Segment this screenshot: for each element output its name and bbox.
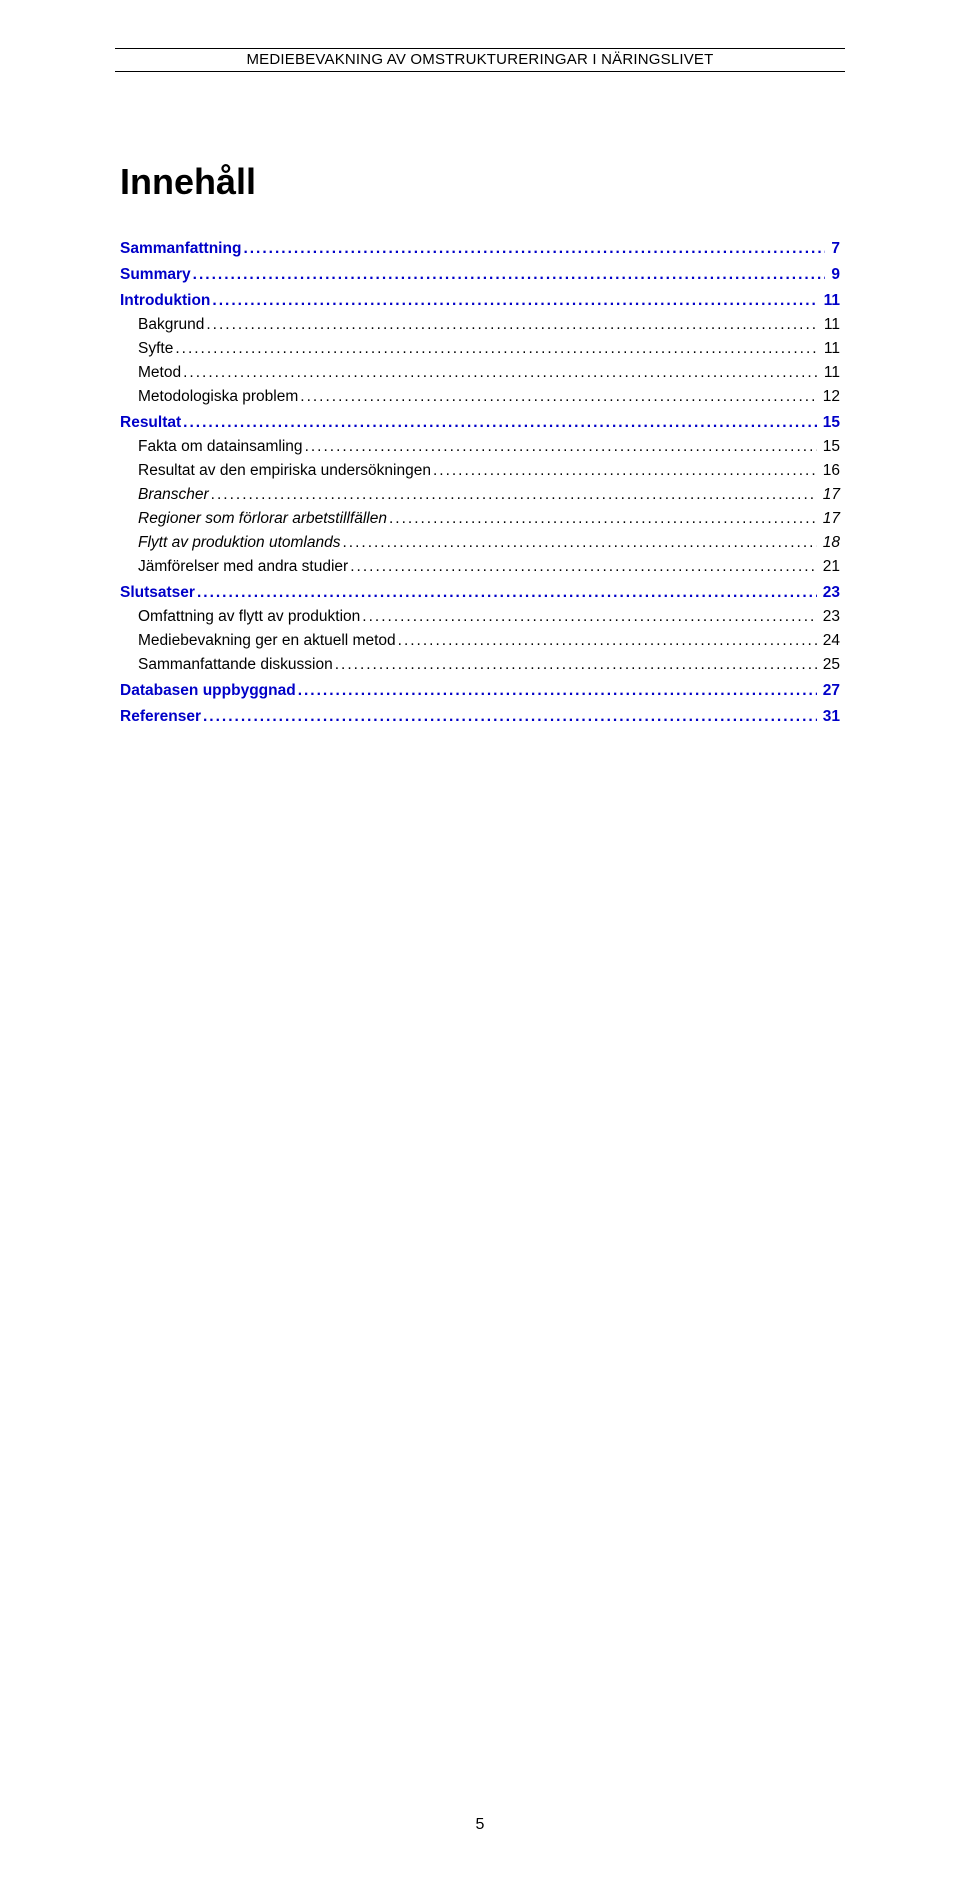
toc-label: Metod xyxy=(138,361,181,385)
toc-leader-dots xyxy=(206,313,818,337)
toc-page-number: 15 xyxy=(819,411,840,435)
toc-heading-line: Summary 9 xyxy=(120,263,840,287)
toc-page-number: 17 xyxy=(819,507,840,531)
toc-page-number: 12 xyxy=(819,385,840,409)
toc-label: Resultat xyxy=(120,411,181,435)
page-header: MEDIEBEVAKNING AV OMSTRUKTURERINGAR I NÄ… xyxy=(0,48,960,71)
toc-entry-line: Branscher 17 xyxy=(120,483,840,507)
toc-page-number: 24 xyxy=(819,629,840,653)
toc-leader-dots xyxy=(342,531,816,555)
toc-page-number: 11 xyxy=(820,337,840,361)
page-title: Innehåll xyxy=(120,161,840,203)
toc-leader-dots xyxy=(211,483,817,507)
toc-entry-line: Flytt av produktion utomlands 18 xyxy=(120,531,840,555)
toc-label: Regioner som förlorar arbetstillfällen xyxy=(138,507,387,531)
toc-page-number: 23 xyxy=(819,581,840,605)
toc-label: Sammanfattande diskussion xyxy=(138,653,333,677)
toc-page-number: 11 xyxy=(820,313,840,337)
toc-page-number: 16 xyxy=(819,459,840,483)
toc-label: Fakta om datainsamling xyxy=(138,435,303,459)
toc-label: Branscher xyxy=(138,483,209,507)
toc-label: Bakgrund xyxy=(138,313,204,337)
toc-page-number: 11 xyxy=(820,361,840,385)
toc-leader-dots xyxy=(193,263,826,287)
content-area: Innehåll Sammanfattning7Summary9Introduk… xyxy=(0,71,960,729)
toc-entry-line: Omfattning av flytt av produktion 23 xyxy=(120,605,840,629)
toc-entry-line: Metodologiska problem 12 xyxy=(120,385,840,409)
toc-entry-line: Fakta om datainsamling 15 xyxy=(120,435,840,459)
toc-label: Flytt av produktion utomlands xyxy=(138,531,340,555)
toc-page-number: 27 xyxy=(819,679,840,703)
toc-leader-dots xyxy=(362,605,816,629)
toc-label: Omfattning av flytt av produktion xyxy=(138,605,360,629)
toc-leader-dots xyxy=(298,679,817,703)
toc-leader-dots xyxy=(243,237,825,261)
toc-heading-line: Sammanfattning 7 xyxy=(120,237,840,261)
toc-entry-line: Metod 11 xyxy=(120,361,840,385)
toc-page-number: 31 xyxy=(819,705,840,729)
toc-heading-line: Resultat 15 xyxy=(120,411,840,435)
toc-leader-dots xyxy=(175,337,818,361)
toc-label: Slutsatser xyxy=(120,581,195,605)
toc-page-number: 18 xyxy=(819,531,840,555)
header-title: MEDIEBEVAKNING AV OMSTRUKTURERINGAR I NÄ… xyxy=(0,48,960,71)
page: MEDIEBEVAKNING AV OMSTRUKTURERINGAR I NÄ… xyxy=(0,48,960,1882)
toc-entry-line: Mediebevakning ger en aktuell metod 24 xyxy=(120,629,840,653)
toc-entry-line: Bakgrund 11 xyxy=(120,313,840,337)
toc-label: Databasen uppbyggnad xyxy=(120,679,296,703)
toc-label: Metodologiska problem xyxy=(138,385,298,409)
table-of-contents: Sammanfattning7Summary9Introduktion11Bak… xyxy=(120,237,840,729)
toc-page-number: 17 xyxy=(819,483,840,507)
page-number: 5 xyxy=(0,1816,960,1834)
toc-label: Referenser xyxy=(120,705,201,729)
toc-page-number: 25 xyxy=(819,653,840,677)
toc-page-number: 7 xyxy=(827,237,840,261)
toc-heading-line: Introduktion 11 xyxy=(120,289,840,313)
toc-leader-dots xyxy=(389,507,817,531)
toc-entry-line: Regioner som förlorar arbetstillfällen 17 xyxy=(120,507,840,531)
toc-leader-dots xyxy=(335,653,817,677)
header-rule-bottom xyxy=(115,71,845,72)
toc-label: Sammanfattning xyxy=(120,237,241,261)
toc-label: Mediebevakning ger en aktuell metod xyxy=(138,629,396,653)
toc-leader-dots xyxy=(398,629,817,653)
toc-entry-line: Sammanfattande diskussion 25 xyxy=(120,653,840,677)
toc-leader-dots xyxy=(183,361,818,385)
toc-label: Syfte xyxy=(138,337,173,361)
toc-heading-line: Slutsatser 23 xyxy=(120,581,840,605)
toc-leader-dots xyxy=(212,289,817,313)
toc-entry-line: Resultat av den empiriska undersökningen… xyxy=(120,459,840,483)
toc-leader-dots xyxy=(197,581,817,605)
toc-entry-line: Jämförelser med andra studier 21 xyxy=(120,555,840,579)
toc-leader-dots xyxy=(300,385,816,409)
toc-heading-line: Referenser 31 xyxy=(120,705,840,729)
toc-label: Resultat av den empiriska undersökningen xyxy=(138,459,431,483)
toc-entry-line: Syfte 11 xyxy=(120,337,840,361)
toc-page-number: 21 xyxy=(819,555,840,579)
toc-leader-dots xyxy=(350,555,817,579)
toc-leader-dots xyxy=(183,411,817,435)
toc-page-number: 11 xyxy=(820,289,840,313)
toc-leader-dots xyxy=(433,459,817,483)
toc-leader-dots xyxy=(305,435,817,459)
toc-page-number: 9 xyxy=(827,263,840,287)
toc-page-number: 15 xyxy=(819,435,840,459)
toc-leader-dots xyxy=(203,705,817,729)
toc-label: Jämförelser med andra studier xyxy=(138,555,348,579)
toc-label: Summary xyxy=(120,263,191,287)
toc-heading-line: Databasen uppbyggnad 27 xyxy=(120,679,840,703)
toc-label: Introduktion xyxy=(120,289,210,313)
toc-page-number: 23 xyxy=(819,605,840,629)
